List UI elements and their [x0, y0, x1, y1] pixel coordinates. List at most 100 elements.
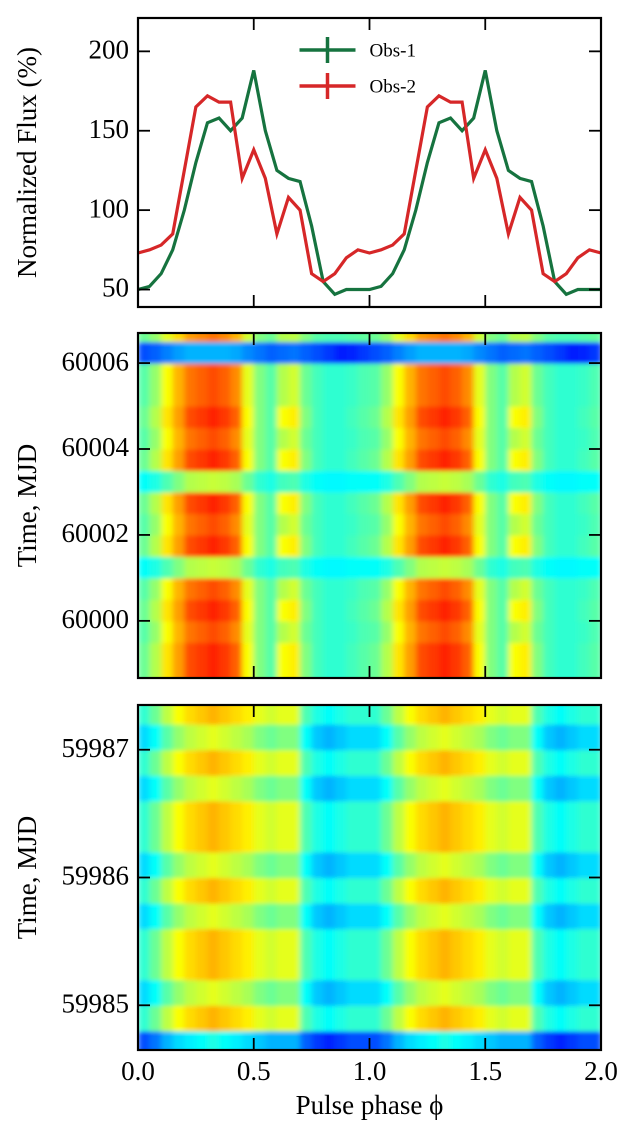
heat-cell — [427, 491, 440, 515]
heat-cell — [381, 491, 394, 515]
heat-cell — [357, 749, 371, 776]
heat-cell — [311, 877, 324, 904]
heat-cell — [172, 577, 185, 600]
heat-cell — [357, 1005, 371, 1032]
heat-cell — [149, 363, 162, 386]
heat-cell — [138, 384, 151, 407]
heat-cell — [381, 341, 394, 364]
heat-cell — [543, 427, 556, 450]
heat-cell — [207, 979, 220, 1006]
heat-cell — [230, 705, 243, 725]
heat-cell — [381, 513, 394, 536]
heat-cell — [161, 363, 174, 386]
heat-cell — [184, 877, 197, 904]
heat-cell — [485, 470, 498, 493]
heat-cell — [508, 406, 521, 429]
heat-cell — [519, 1030, 533, 1050]
heat-cell — [462, 928, 475, 955]
heat-cell — [415, 724, 428, 751]
heat-cell — [265, 663, 278, 678]
heat-cell — [242, 775, 255, 802]
heat-cell — [172, 826, 185, 853]
heat-cell — [276, 954, 290, 981]
heat-cell — [311, 800, 324, 827]
heat-cell — [265, 599, 278, 622]
heat-cell — [462, 1005, 475, 1032]
heat-cell — [323, 384, 336, 407]
heat-cell — [149, 928, 162, 955]
heat-cell — [161, 1030, 174, 1050]
heat-cell — [369, 534, 382, 558]
heat-cell — [207, 877, 220, 904]
heat-cell — [346, 406, 359, 429]
heat-cell — [566, 851, 579, 879]
heat-cell — [462, 513, 475, 536]
heat-cell — [184, 705, 197, 725]
heat-cell — [195, 363, 209, 386]
flux-line — [138, 93, 601, 284]
heat-cell — [323, 1030, 336, 1050]
heat-cell — [473, 663, 486, 678]
heat-cell — [219, 877, 232, 904]
heat-cell — [334, 954, 347, 981]
heat-cell — [149, 979, 162, 1006]
heat-cell — [300, 979, 313, 1006]
heat-cell — [265, 642, 278, 665]
heat-cell — [138, 556, 151, 579]
heat-cell — [334, 928, 347, 955]
heat-cell — [195, 577, 209, 600]
heat-cell — [230, 427, 243, 450]
heat-cell — [207, 928, 220, 955]
heat-cell — [138, 620, 151, 643]
heat-cell — [172, 928, 185, 955]
heat-cell — [577, 363, 591, 386]
heat-cell — [230, 749, 243, 776]
heat-cell — [172, 449, 185, 472]
heat-cell — [346, 663, 359, 678]
heat-cell — [404, 534, 417, 558]
heat-cell — [415, 513, 428, 536]
heat-cell — [519, 663, 533, 678]
heat-cell — [531, 333, 544, 343]
heat-cell — [519, 954, 533, 981]
heat-cell — [195, 384, 209, 407]
heat-cell — [149, 1030, 162, 1050]
heat-cell — [311, 333, 324, 343]
heat-cell — [323, 903, 336, 930]
heat-cell — [473, 954, 486, 981]
heat-cell — [334, 513, 347, 536]
heat-cell — [427, 903, 440, 930]
heat-cell — [161, 513, 174, 536]
heat-cell — [184, 1005, 197, 1032]
heat-cell — [288, 705, 301, 725]
heat-cell — [438, 663, 452, 678]
heat-cell — [184, 363, 197, 386]
heat-cell — [485, 724, 498, 751]
heat-cell — [242, 663, 255, 678]
heat-cell — [149, 800, 162, 827]
heat-cell — [219, 427, 232, 450]
heat-cell — [473, 341, 486, 364]
heat-cell — [496, 979, 509, 1006]
heat-cell — [242, 1005, 255, 1032]
heat-cell — [519, 491, 533, 515]
heat-cell — [242, 449, 255, 472]
heat-cell — [381, 851, 394, 879]
heat-cell — [276, 724, 290, 751]
heat-cell — [462, 556, 475, 579]
heat-cell — [311, 556, 324, 579]
heat-cell — [496, 928, 509, 955]
heat-cell — [311, 534, 324, 558]
heat-cell — [357, 877, 371, 904]
heat-cell — [230, 1030, 243, 1050]
heat-cell — [450, 620, 463, 643]
heat-cell — [415, 775, 428, 802]
heat-cell — [496, 903, 509, 930]
heat-cell — [531, 449, 544, 472]
heat-cell — [276, 877, 290, 904]
heat-cell — [381, 826, 394, 853]
heat-cell — [207, 1030, 220, 1050]
heat-cell — [392, 851, 405, 879]
heat-cell — [288, 384, 301, 407]
heat-cell — [357, 470, 371, 493]
